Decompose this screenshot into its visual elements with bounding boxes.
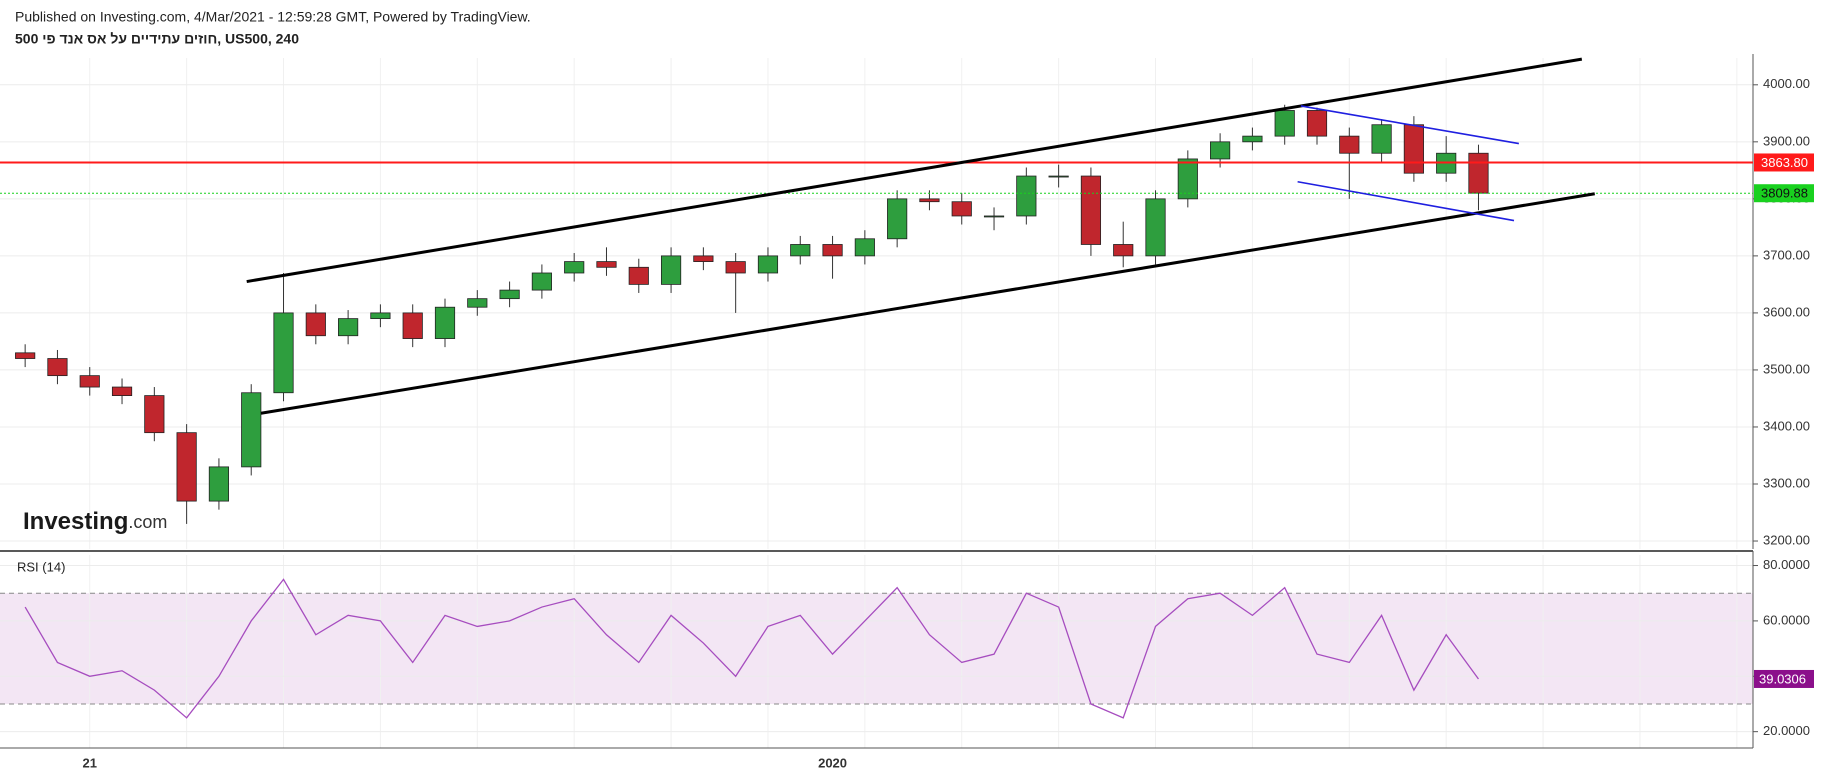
candle-body [402,312,423,339]
candle-body [1016,175,1037,217]
trend-line [260,192,1595,415]
candle-body [467,298,488,308]
y-tick-label: 3300.00 [1763,475,1810,490]
candle-body [1210,141,1231,160]
candle-body [564,261,585,274]
y-tick-label: 3400.00 [1763,418,1810,433]
y-tick-label: 3700.00 [1763,247,1810,262]
rsi-last-label: 39.0306 [1759,671,1806,686]
candle-body [305,312,326,337]
candle-body [887,198,908,240]
candle-body [241,392,262,468]
x-tick-label: 21 [83,755,97,770]
candle-body [273,312,294,394]
candle-body [757,255,779,274]
rsi-line [24,578,1480,719]
candle-body [531,272,552,291]
y-tick-label: 3200.00 [1763,532,1810,547]
candle-body [434,306,456,339]
candle-body [790,244,811,257]
y-tick-label: 60.0000 [1763,612,1810,627]
rsi-label-box [1754,669,1814,688]
y-tick-label: 20.0000 [1763,723,1810,738]
candle-body [596,261,617,268]
chart-title: חוזים עתידיים על אס אנד פי 500, US500, 2… [15,31,299,47]
candle-body [693,255,714,262]
candle-body [1242,135,1263,143]
candle-body [1468,152,1489,194]
candle-body [79,375,100,388]
trend-line [246,57,1583,284]
candle-body [499,289,520,300]
candle-body [208,466,230,502]
candle-body [822,244,843,257]
candle-body [725,261,746,274]
plots: 3200.00 3300.00 3400.00 3500.00 3600.00 3700.… [0,54,1814,770]
candle-body [144,395,165,434]
candle-body [15,352,36,359]
price-label: 3809.88 [1761,186,1808,201]
candle-body [47,358,68,377]
candle-body [951,201,972,217]
candle-body [176,432,197,502]
trend-line [1300,105,1519,145]
trend-line [1297,180,1515,222]
y-tick-label: 3900.00 [1763,133,1810,148]
candle-body [1113,244,1134,257]
candle-body [1403,124,1424,174]
candle-body [1274,110,1295,137]
candle-body [370,312,391,320]
price-label: 3863.80 [1761,155,1808,170]
candle-body [1371,124,1392,154]
rsi-title: RSI (14) [17,559,65,574]
candle-body [1177,158,1198,200]
price-label-box [1754,184,1814,203]
x-tick-label: 2020 [818,755,847,770]
candle-body [919,198,940,203]
y-tick-label: 80.0000 [1763,557,1810,572]
rsi-band [0,593,1753,704]
candle-body [111,386,133,396]
candle-body [338,318,359,337]
y-tick-label: 3600.00 [1763,304,1810,319]
y-tick-label: 3500.00 [1763,361,1810,376]
candle-body [1080,175,1102,245]
candle-body [1306,110,1328,137]
watermark-main: Investing [23,508,128,535]
candle-body [660,255,682,285]
y-tick-label: 4000.00 [1763,76,1810,91]
price-label-box [1754,153,1814,172]
watermark-suffix: .com [128,512,167,532]
watermark: Investing.com [23,508,167,535]
candle-body [1339,135,1360,154]
candle-body [628,266,649,285]
published-note: Published on Investing.com, 4/Mar/2021 -… [15,9,531,25]
candle-body [1048,175,1069,178]
candle-body [983,215,1005,218]
candle-body [854,238,875,257]
candle-body [1145,198,1166,257]
